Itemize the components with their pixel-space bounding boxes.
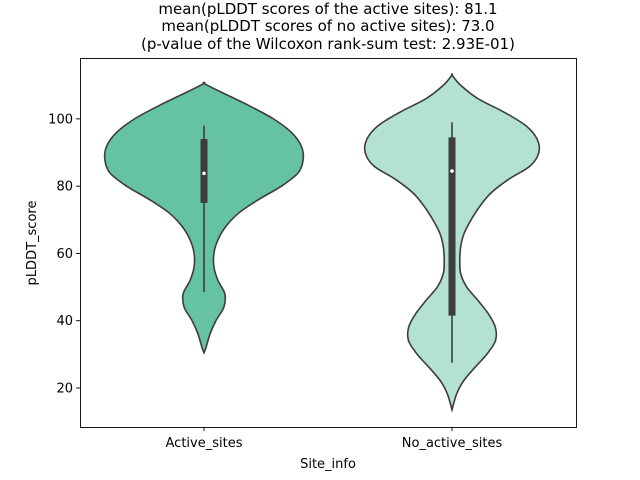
y-tick-label: 40 — [56, 314, 73, 329]
y-tick-label: 20 — [56, 381, 73, 396]
y-axis-label: pLDDT_score — [25, 201, 40, 286]
iqr-box — [448, 137, 456, 316]
x-tick-label: Active_sites — [166, 436, 243, 451]
title-line-3: (p-value of the Wilcoxon rank-sum test: … — [141, 35, 515, 53]
iqr-box — [200, 139, 208, 203]
plot-frame — [80, 58, 577, 428]
y-tick-label: 100 — [48, 112, 73, 127]
y-tick-label: 60 — [56, 247, 73, 262]
chart-title: mean(pLDDT scores of the active sites): … — [141, 0, 515, 53]
x-tick-label: No_active_sites — [402, 436, 503, 451]
violin-Active_sites — [103, 81, 305, 355]
violin-No_active_sites — [363, 73, 541, 413]
title-line-2: mean(pLDDT scores of no active sites): 7… — [161, 17, 494, 35]
title-line-1: mean(pLDDT scores of the active sites): … — [158, 0, 497, 18]
violins — [103, 73, 541, 413]
y-tick-label: 80 — [56, 180, 73, 195]
median-dot — [202, 171, 206, 176]
axis-ticks: Active_sites No_active_sites 20 40 60 80 100 — [48, 112, 502, 451]
x-axis-label: Site_info — [300, 457, 356, 472]
median-dot — [450, 169, 454, 173]
